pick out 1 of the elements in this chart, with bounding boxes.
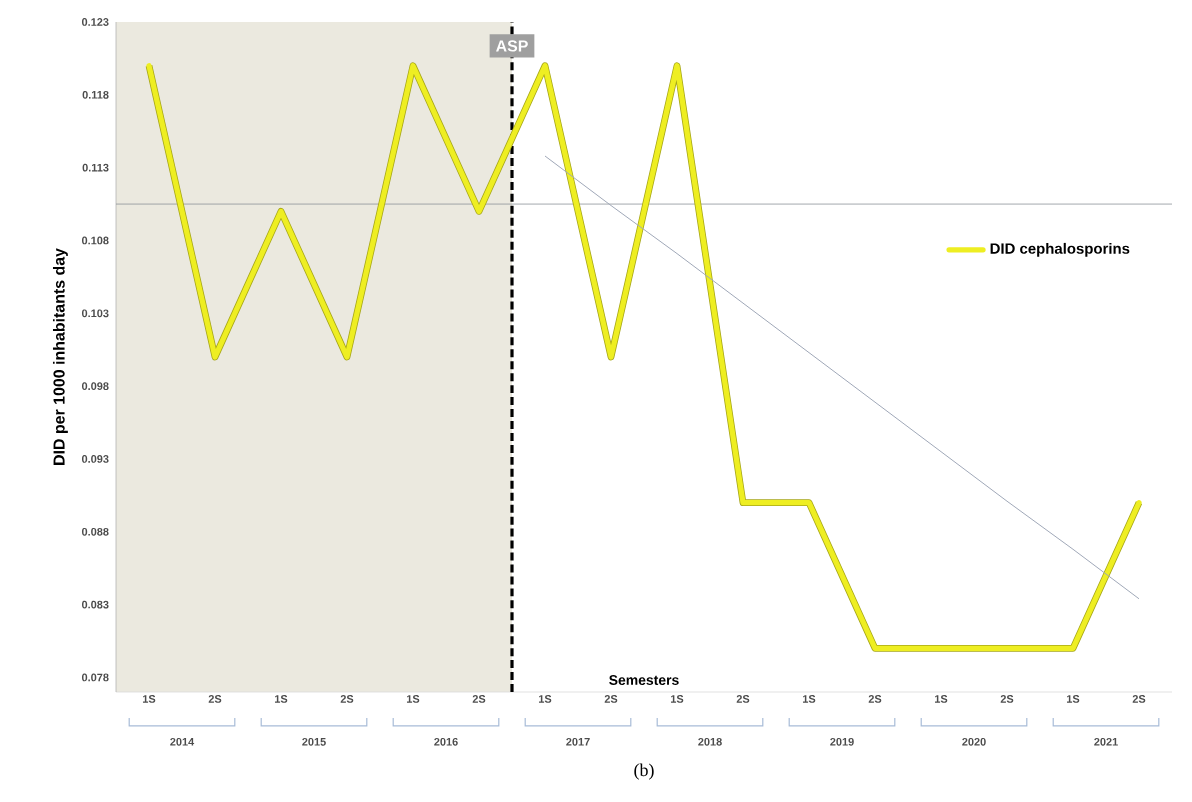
text: (b) [634,763,654,780]
